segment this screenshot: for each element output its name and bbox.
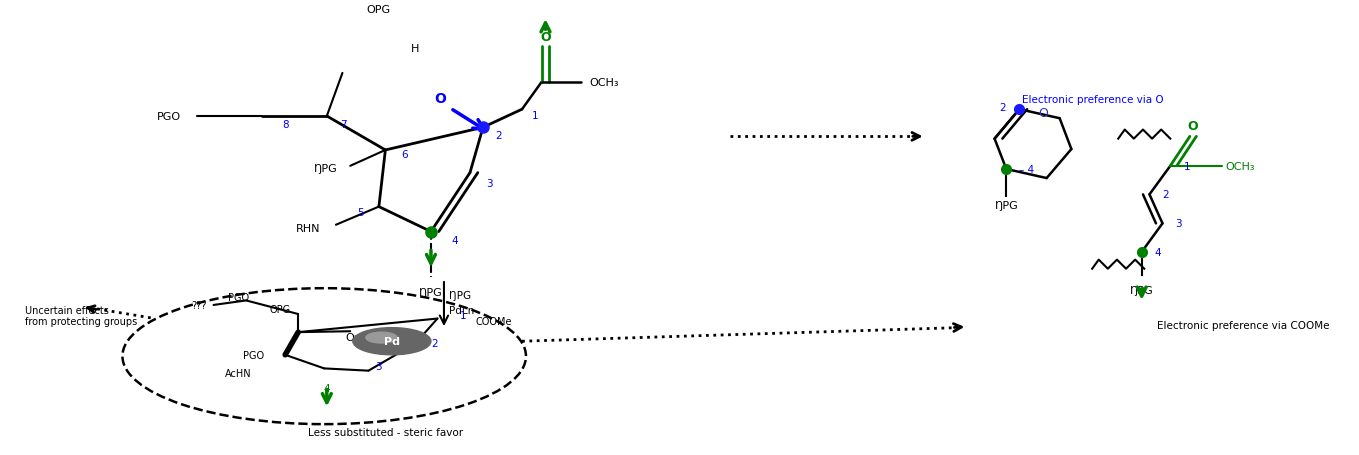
Text: 2: 2	[495, 131, 501, 141]
Text: 5: 5	[357, 208, 364, 218]
Text: OPG: OPG	[367, 5, 391, 15]
Text: ŊPG: ŊPG	[1129, 285, 1154, 295]
Text: PGO: PGO	[243, 350, 265, 360]
Text: Uncertain effects
from protecting groups: Uncertain effects from protecting groups	[24, 305, 137, 326]
Text: ŊPG: ŊPG	[314, 164, 337, 174]
Text: O: O	[435, 91, 447, 106]
Text: 3: 3	[487, 178, 493, 188]
Text: Electronic preference via COOMe: Electronic preference via COOMe	[1158, 320, 1330, 330]
Text: PGO: PGO	[156, 112, 181, 121]
Text: ŊPG: ŊPG	[419, 287, 443, 297]
Circle shape	[366, 333, 397, 343]
Text: 8: 8	[281, 119, 288, 129]
Text: COOMe: COOMe	[476, 317, 512, 327]
Text: O: O	[540, 31, 550, 44]
Text: 1: 1	[459, 311, 466, 321]
Text: Less substituted - steric favor: Less substituted - steric favor	[308, 427, 463, 437]
Text: Pd: Pd	[383, 337, 400, 346]
Text: 6: 6	[402, 150, 408, 160]
Text: AcHN: AcHN	[224, 368, 251, 378]
Text: 7: 7	[340, 119, 347, 129]
Text: RHN: RHN	[296, 223, 321, 233]
Text: PdLn: PdLn	[450, 306, 474, 316]
Text: 1: 1	[1184, 162, 1190, 172]
Text: ???: ???	[192, 300, 207, 310]
Text: 2: 2	[1162, 190, 1169, 200]
Text: O: O	[1188, 120, 1197, 132]
Text: O⁻: O⁻	[345, 332, 360, 342]
Text: ŊPG: ŊPG	[995, 200, 1018, 210]
Circle shape	[353, 328, 431, 355]
Text: OPG: OPG	[269, 304, 291, 314]
Text: 3: 3	[1176, 219, 1182, 229]
Text: 3: 3	[375, 361, 382, 371]
Text: 4: 4	[323, 384, 330, 394]
Text: 1: 1	[531, 111, 538, 120]
Text: OCH₃: OCH₃	[590, 78, 620, 88]
Text: 2: 2	[1000, 103, 1006, 113]
Text: H: H	[412, 44, 420, 54]
Text: 2: 2	[431, 339, 438, 349]
Text: PGO: PGO	[227, 293, 249, 303]
Text: O: O	[1038, 107, 1048, 120]
Text: – 4: – 4	[1019, 165, 1034, 175]
Text: ŊPG: ŊPG	[450, 290, 472, 300]
Text: OCH₃: OCH₃	[1224, 162, 1254, 172]
Text: 4: 4	[1155, 248, 1162, 258]
Text: Electronic preference via O: Electronic preference via O	[1022, 95, 1163, 105]
Text: 4: 4	[451, 235, 458, 245]
